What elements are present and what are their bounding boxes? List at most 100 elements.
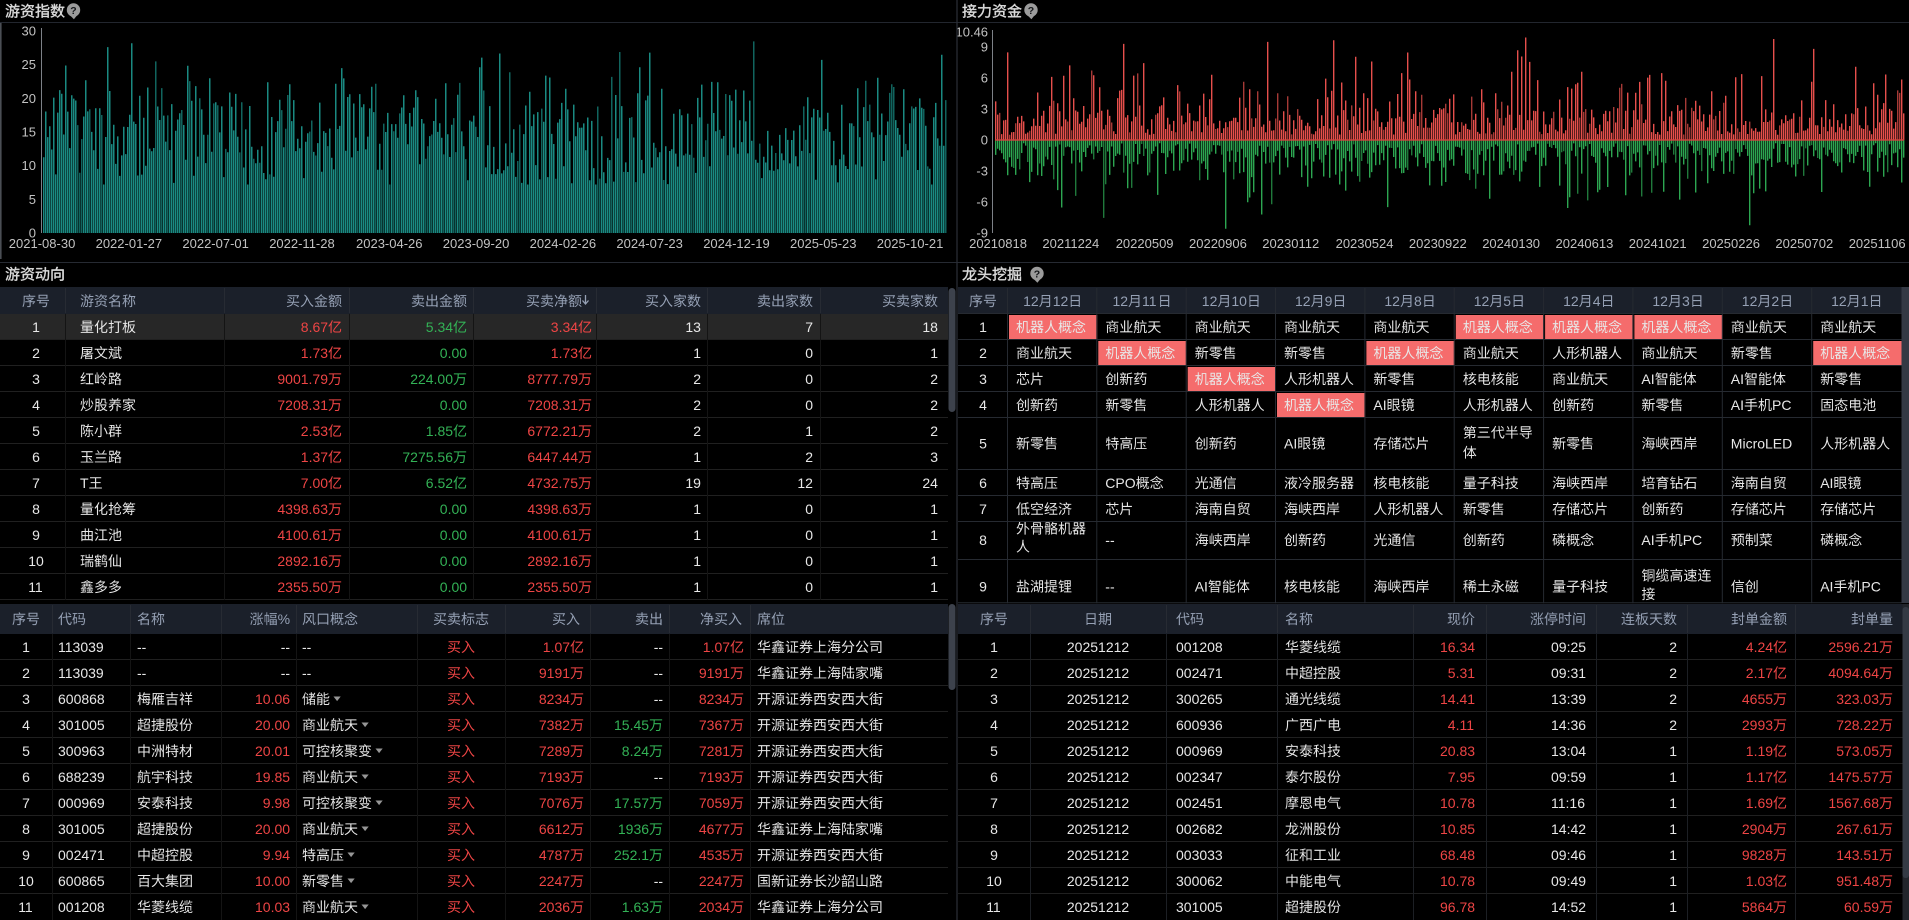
svg-text:12: 12: [1652, 293, 1668, 309]
svg-text:--: --: [137, 665, 147, 681]
svg-text:2: 2: [693, 423, 701, 439]
svg-text:1475.57: 1475.57: [1828, 769, 1879, 785]
svg-text:301005: 301005: [58, 821, 105, 837]
svg-text:7382: 7382: [539, 717, 570, 733]
svg-text:--: --: [654, 873, 664, 889]
svg-text:300265: 300265: [1176, 691, 1223, 707]
svg-text:9: 9: [1325, 293, 1333, 309]
svg-text:7: 7: [805, 319, 813, 335]
svg-text:2247: 2247: [539, 873, 570, 889]
svg-text:688239: 688239: [58, 769, 105, 785]
svg-text:1: 1: [930, 579, 938, 595]
svg-text:8: 8: [32, 501, 40, 517]
svg-text:1.03: 1.03: [1746, 873, 1773, 889]
svg-text:8: 8: [1414, 293, 1422, 309]
svg-text:--: --: [654, 691, 664, 707]
svg-text:2021-08-30: 2021-08-30: [9, 236, 76, 251]
svg-text:7: 7: [22, 795, 30, 811]
svg-text:2.53: 2.53: [301, 423, 328, 439]
svg-text:1.69: 1.69: [1746, 795, 1773, 811]
svg-text:--: --: [654, 665, 664, 681]
svg-text:7: 7: [990, 795, 998, 811]
svg-text:2355.50: 2355.50: [527, 579, 578, 595]
svg-text:10.85: 10.85: [1440, 821, 1475, 837]
svg-text:09:25: 09:25: [1551, 639, 1586, 655]
svg-text:5: 5: [979, 436, 987, 452]
svg-text:20240130: 20240130: [1482, 236, 1540, 251]
svg-text:20250226: 20250226: [1702, 236, 1760, 251]
svg-text:9001.79: 9001.79: [277, 371, 328, 387]
svg-text:7.95: 7.95: [1448, 769, 1475, 785]
svg-text:20250702: 20250702: [1775, 236, 1833, 251]
svg-text:09:31: 09:31: [1551, 665, 1586, 681]
svg-text:2: 2: [693, 371, 701, 387]
svg-text:2: 2: [1669, 717, 1677, 733]
svg-text:2: 2: [805, 449, 813, 465]
svg-text:20.01: 20.01: [255, 743, 290, 759]
svg-text:12: 12: [797, 475, 813, 491]
svg-text:300963: 300963: [58, 743, 105, 759]
svg-text:25: 25: [22, 57, 36, 72]
svg-text:4.24: 4.24: [1746, 639, 1773, 655]
svg-text:1: 1: [990, 639, 998, 655]
svg-text:7275.56: 7275.56: [402, 449, 453, 465]
svg-text:20251212: 20251212: [1067, 639, 1130, 655]
svg-text:600936: 600936: [1176, 717, 1223, 733]
svg-text:20251212: 20251212: [1067, 743, 1130, 759]
svg-text:003033: 003033: [1176, 847, 1223, 863]
svg-text:1.07: 1.07: [543, 639, 570, 655]
svg-text:4: 4: [990, 717, 998, 733]
svg-text:0: 0: [29, 226, 36, 241]
svg-text:2023-04-26: 2023-04-26: [356, 236, 423, 251]
svg-text:1: 1: [1669, 821, 1677, 837]
svg-text:96.78: 96.78: [1440, 899, 1475, 915]
svg-text:1: 1: [930, 527, 938, 543]
svg-text:09:46: 09:46: [1551, 847, 1586, 863]
svg-text:14:42: 14:42: [1551, 821, 1586, 837]
svg-text:68.48: 68.48: [1440, 847, 1475, 863]
svg-text:20230922: 20230922: [1409, 236, 1467, 251]
svg-text:10: 10: [28, 553, 44, 569]
svg-text:4732.75: 4732.75: [527, 475, 578, 491]
svg-text:1: 1: [693, 527, 701, 543]
svg-text:2892.16: 2892.16: [527, 553, 578, 569]
svg-text:301005: 301005: [1176, 899, 1223, 915]
svg-text:18: 18: [922, 319, 938, 335]
svg-text:0.00: 0.00: [440, 345, 467, 361]
svg-text:0: 0: [981, 133, 988, 148]
svg-text:11:16: 11:16: [1551, 795, 1585, 811]
svg-text:3: 3: [1682, 293, 1690, 309]
svg-text:1: 1: [805, 423, 813, 439]
svg-text:20251212: 20251212: [1067, 717, 1130, 733]
svg-text:12: 12: [1384, 293, 1400, 309]
svg-text:4655: 4655: [1742, 691, 1773, 707]
svg-text:20251212: 20251212: [1067, 665, 1130, 681]
svg-text:19: 19: [685, 475, 701, 491]
svg-text:4535: 4535: [699, 847, 730, 863]
svg-text:267.61: 267.61: [1836, 821, 1879, 837]
svg-text:20210818: 20210818: [969, 236, 1027, 251]
svg-text:1: 1: [1669, 847, 1677, 863]
svg-text:1.07: 1.07: [703, 639, 730, 655]
svg-text:13:39: 13:39: [1551, 691, 1586, 707]
svg-text:10.03: 10.03: [255, 899, 290, 915]
svg-text:001208: 001208: [1176, 639, 1223, 655]
svg-text:14:36: 14:36: [1551, 717, 1586, 733]
svg-text:000969: 000969: [58, 795, 105, 811]
svg-text:12: 12: [1295, 293, 1311, 309]
svg-text:8.24: 8.24: [622, 743, 649, 759]
svg-text:8.67: 8.67: [301, 319, 328, 335]
svg-text:-6: -6: [976, 195, 988, 210]
svg-text:8: 8: [979, 532, 987, 548]
svg-text:8: 8: [22, 821, 30, 837]
svg-text:AI: AI: [1641, 371, 1654, 387]
svg-text:5: 5: [29, 192, 36, 207]
svg-text:--: --: [281, 639, 291, 655]
svg-text:--: --: [654, 639, 664, 655]
svg-text:12: 12: [1474, 293, 1490, 309]
svg-text:-9: -9: [976, 226, 988, 241]
svg-text:AI: AI: [1820, 475, 1833, 491]
svg-text:17.57: 17.57: [614, 795, 649, 811]
svg-text:600868: 600868: [58, 691, 105, 707]
svg-text:002451: 002451: [1176, 795, 1223, 811]
